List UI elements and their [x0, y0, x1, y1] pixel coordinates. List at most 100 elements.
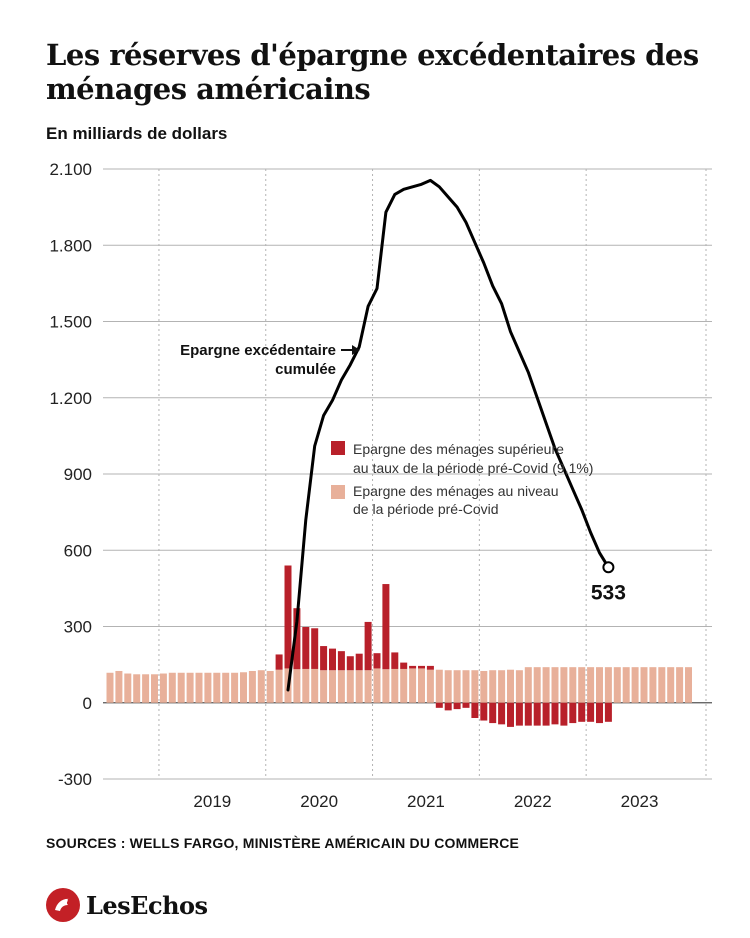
- bar-pre-covid-level: [400, 668, 408, 703]
- bar-excess-savings: [418, 665, 425, 669]
- annotation-arrowhead-icon: [352, 345, 360, 355]
- bar-excess-savings: [533, 702, 541, 726]
- line-end-marker: [602, 561, 615, 574]
- bar-pre-covid-level: [266, 670, 274, 703]
- bar-excess-savings: [587, 702, 595, 722]
- bar-pre-covid-level: [204, 672, 212, 703]
- bar-excess-savings: [560, 702, 568, 726]
- y-tick-label: -300: [58, 770, 92, 789]
- bar-excess-savings: [578, 702, 586, 722]
- bar-pre-covid-level: [213, 672, 221, 703]
- bar-pre-covid-level: [124, 673, 132, 703]
- legend-swatch-pre-covid: [331, 485, 345, 499]
- bar-excess-savings: [604, 702, 612, 722]
- bar-pre-covid-level: [293, 669, 301, 703]
- bar-excess-savings: [444, 702, 452, 711]
- legend-label-pre-covid-1: Epargne des ménages au niveau: [353, 483, 558, 499]
- bar-excess-savings: [382, 584, 390, 670]
- bar-pre-covid-level: [320, 670, 328, 703]
- bar-pre-covid-level: [168, 672, 176, 703]
- bar-pre-covid-level: [551, 667, 559, 703]
- bar-pre-covid-level: [355, 670, 363, 703]
- bar-pre-covid-level: [640, 667, 648, 703]
- bar-pre-covid-level: [382, 669, 390, 703]
- y-tick-label: 300: [64, 618, 92, 637]
- bar-pre-covid-level: [106, 672, 114, 703]
- bar-excess-savings: [542, 702, 550, 726]
- bar-excess-savings: [275, 654, 283, 670]
- bar-excess-savings: [355, 653, 363, 671]
- x-tick-label: 2022: [514, 792, 552, 811]
- bar-excess-savings: [329, 648, 336, 671]
- bar-pre-covid-level: [444, 670, 452, 703]
- bar-pre-covid-level: [453, 670, 461, 703]
- bar-pre-covid-level: [240, 672, 247, 703]
- y-tick-label: 1.800: [49, 236, 92, 255]
- bar-pre-covid-level: [542, 667, 550, 703]
- bar-excess-savings: [284, 565, 292, 669]
- bar-pre-covid-level: [507, 669, 514, 703]
- bar-pre-covid-level: [462, 670, 470, 703]
- bar-excess-savings: [400, 662, 408, 669]
- bar-pre-covid-level: [231, 672, 239, 703]
- annotation-line2: cumulée: [275, 361, 336, 378]
- bar-pre-covid-level: [480, 670, 488, 703]
- bar-pre-covid-level: [275, 669, 283, 703]
- bar-pre-covid-level: [391, 668, 399, 703]
- bar-excess-savings: [462, 702, 470, 708]
- bar-excess-savings: [337, 651, 345, 671]
- bar-excess-savings: [364, 621, 372, 671]
- bar-excess-savings: [391, 652, 399, 669]
- bar-pre-covid-level: [151, 674, 158, 703]
- bar-excess-savings: [320, 646, 328, 671]
- bar-pre-covid-level: [329, 670, 336, 703]
- x-tick-label: 2023: [621, 792, 659, 811]
- bar-pre-covid-level: [596, 667, 603, 703]
- bar-pre-covid-level: [435, 669, 443, 703]
- bar-pre-covid-level: [426, 669, 434, 703]
- bar-pre-covid-level: [515, 670, 523, 703]
- bar-excess-savings: [489, 702, 497, 724]
- bar-pre-covid-level: [622, 667, 630, 703]
- bar-excess-savings: [311, 628, 319, 669]
- bar-excess-savings: [346, 656, 354, 671]
- bar-pre-covid-level: [177, 672, 185, 703]
- bar-pre-covid-level: [133, 674, 141, 703]
- bar-pre-covid-level: [560, 667, 568, 703]
- bar-pre-covid-level: [613, 667, 621, 703]
- y-tick-label: 900: [64, 465, 92, 484]
- bar-pre-covid-level: [533, 667, 541, 703]
- x-tick-label: 2020: [300, 792, 338, 811]
- legend-label-pre-covid-2: de la période pré-Covid: [353, 501, 499, 517]
- end-value-label: 533: [591, 581, 626, 604]
- bar-pre-covid-level: [631, 667, 639, 703]
- bar-excess-savings: [471, 702, 479, 718]
- bar-pre-covid-level: [248, 670, 256, 703]
- bar-pre-covid-level: [524, 667, 532, 703]
- bar-pre-covid-level: [186, 672, 194, 703]
- bar-excess-savings: [507, 702, 514, 727]
- bar-pre-covid-level: [159, 673, 167, 703]
- bar-pre-covid-level: [498, 670, 506, 703]
- bar-pre-covid-level: [578, 667, 586, 703]
- y-tick-label: 1.500: [49, 313, 92, 332]
- y-tick-label: 1.200: [49, 389, 92, 408]
- bar-pre-covid-level: [346, 670, 354, 703]
- bar-excess-savings: [524, 702, 532, 726]
- bar-excess-savings: [515, 702, 523, 726]
- bar-excess-savings: [409, 665, 417, 669]
- bar-pre-covid-level: [418, 668, 425, 703]
- bar-pre-covid-level: [604, 667, 612, 703]
- les-echos-logo: LesEchos: [46, 888, 208, 922]
- sources-note: SOURCES : WELLS FARGO, MINISTÈRE AMÉRICA…: [46, 835, 520, 851]
- bar-pre-covid-level: [658, 667, 666, 703]
- bar-pre-covid-level: [142, 674, 150, 703]
- bar-pre-covid-level: [115, 670, 123, 703]
- bar-pre-covid-level: [222, 672, 230, 703]
- bar-pre-covid-level: [489, 670, 497, 703]
- y-tick-label: 0: [83, 694, 92, 713]
- bar-excess-savings: [480, 702, 488, 721]
- bar-excess-savings: [426, 665, 434, 670]
- bar-pre-covid-level: [257, 670, 265, 703]
- bar-excess-savings: [293, 608, 301, 670]
